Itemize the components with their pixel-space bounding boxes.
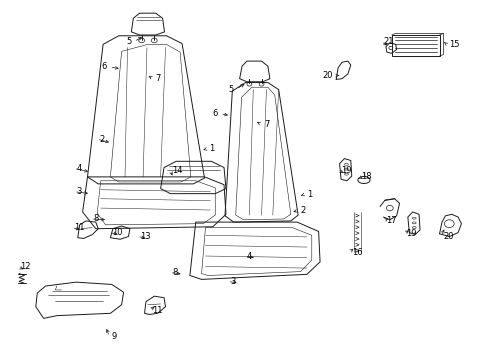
Text: 11: 11 [152, 306, 162, 315]
Text: 17: 17 [385, 216, 396, 225]
Text: 1: 1 [306, 190, 311, 199]
Text: 9: 9 [112, 332, 117, 341]
Text: 20: 20 [322, 71, 332, 80]
Text: 21: 21 [383, 37, 393, 46]
Text: 19: 19 [406, 229, 416, 238]
Text: 3: 3 [229, 277, 235, 286]
Text: 2: 2 [300, 206, 305, 215]
Text: 6: 6 [212, 109, 217, 118]
Text: 18: 18 [361, 172, 371, 181]
Text: 20: 20 [443, 232, 453, 241]
Text: 7: 7 [264, 120, 269, 129]
Text: 3: 3 [76, 187, 81, 196]
Text: 6: 6 [102, 62, 107, 71]
Text: 2: 2 [99, 135, 104, 144]
Text: 10: 10 [112, 228, 122, 237]
Text: 12: 12 [20, 262, 31, 271]
Text: 15: 15 [448, 40, 459, 49]
Text: 4: 4 [76, 164, 81, 173]
Text: 13: 13 [140, 232, 150, 241]
Text: 7: 7 [156, 74, 161, 83]
Text: 19: 19 [340, 166, 351, 175]
Text: 8: 8 [93, 215, 99, 224]
Text: 5: 5 [228, 85, 233, 94]
Text: 5: 5 [126, 37, 131, 46]
Text: 11: 11 [74, 223, 84, 232]
Text: 1: 1 [209, 144, 214, 153]
Text: 4: 4 [246, 252, 252, 261]
Text: 16: 16 [351, 248, 362, 257]
Text: 8: 8 [172, 268, 177, 277]
Text: 14: 14 [172, 166, 183, 175]
